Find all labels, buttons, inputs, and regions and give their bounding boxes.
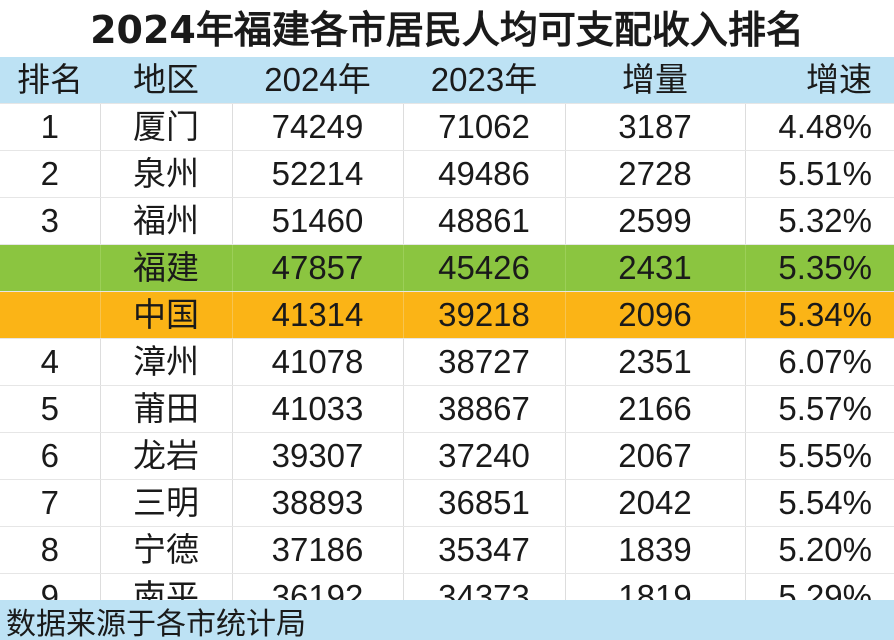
- cell-y2023: 38867: [403, 385, 566, 433]
- cell-y2024: 47857: [232, 244, 404, 292]
- header-increase: 增量: [565, 57, 745, 104]
- cell-y2023: 38727: [403, 338, 566, 386]
- header-region: 地区: [100, 57, 232, 104]
- cell-region: 龙岩: [100, 432, 233, 480]
- cell-region: 福建: [100, 244, 233, 292]
- cell-increase: 2728: [565, 150, 746, 198]
- cell-y2023: 36851: [403, 479, 566, 527]
- cell-region: 宁德: [100, 526, 233, 574]
- table-row: 6 龙岩 39307 37240 2067 5.55%: [0, 432, 894, 480]
- cell-rank: 1: [0, 103, 101, 151]
- cell-region: 福州: [100, 197, 233, 245]
- cell-increase: 1839: [565, 526, 746, 574]
- header-growth: 增速: [745, 57, 894, 104]
- cell-growth: 5.35%: [745, 244, 894, 292]
- cell-rank: 5: [0, 385, 101, 433]
- cell-increase: 3187: [565, 103, 746, 151]
- cell-rank: [0, 291, 101, 339]
- cell-increase: 2599: [565, 197, 746, 245]
- header-2023: 2023年: [403, 57, 565, 104]
- cell-growth: 4.48%: [745, 103, 894, 151]
- cell-rank: 7: [0, 479, 101, 527]
- cell-increase: 2067: [565, 432, 746, 480]
- cell-y2023: 71062: [403, 103, 566, 151]
- table-row: 1 厦门 74249 71062 3187 4.48%: [0, 103, 894, 151]
- cell-rank: 6: [0, 432, 101, 480]
- table-row: 5 莆田 41033 38867 2166 5.57%: [0, 385, 894, 433]
- cell-y2024: 41033: [232, 385, 404, 433]
- cell-y2024: 38893: [232, 479, 404, 527]
- cell-region: 莆田: [100, 385, 233, 433]
- cell-y2024: 74249: [232, 103, 404, 151]
- table-row: 3 福州 51460 48861 2599 5.32%: [0, 197, 894, 245]
- cell-y2024: 41078: [232, 338, 404, 386]
- cell-y2024: 52214: [232, 150, 404, 198]
- cell-growth: 5.55%: [745, 432, 894, 480]
- table-title: 2024年福建各市居民人均可支配收入排名: [90, 8, 804, 52]
- table-row: 福建 47857 45426 2431 5.35%: [0, 244, 894, 292]
- cell-rank: [0, 244, 101, 292]
- cell-y2024: 37186: [232, 526, 404, 574]
- cell-y2023: 45426: [403, 244, 566, 292]
- header-rank: 排名: [0, 57, 100, 104]
- cell-increase: 2042: [565, 479, 746, 527]
- table-row: 2 泉州 52214 49486 2728 5.51%: [0, 150, 894, 198]
- table-row: 中国 41314 39218 2096 5.34%: [0, 291, 894, 339]
- cell-region: 漳州: [100, 338, 233, 386]
- header-row: 排名 地区 2024年 2023年 增量 增速: [0, 57, 894, 104]
- cell-y2024: 41314: [232, 291, 404, 339]
- header-2024: 2024年: [232, 57, 403, 104]
- cell-region: 泉州: [100, 150, 233, 198]
- table-row: 4 漳州 41078 38727 2351 6.07%: [0, 338, 894, 386]
- cell-growth: 5.51%: [745, 150, 894, 198]
- cell-rank: 2: [0, 150, 101, 198]
- cell-rank: 4: [0, 338, 101, 386]
- cell-increase: 2166: [565, 385, 746, 433]
- cell-growth: 5.20%: [745, 526, 894, 574]
- cell-increase: 2431: [565, 244, 746, 292]
- table-row: 7 三明 38893 36851 2042 5.54%: [0, 479, 894, 527]
- cell-growth: 5.54%: [745, 479, 894, 527]
- cell-y2024: 51460: [232, 197, 404, 245]
- cell-y2024: 39307: [232, 432, 404, 480]
- cell-region: 三明: [100, 479, 233, 527]
- cell-y2023: 49486: [403, 150, 566, 198]
- cell-y2023: 39218: [403, 291, 566, 339]
- cell-growth: 5.32%: [745, 197, 894, 245]
- cell-growth: 5.34%: [745, 291, 894, 339]
- cell-y2023: 35347: [403, 526, 566, 574]
- table-row: 8 宁德 37186 35347 1839 5.20%: [0, 526, 894, 574]
- cell-rank: 3: [0, 197, 101, 245]
- cell-increase: 2096: [565, 291, 746, 339]
- cell-region: 中国: [100, 291, 233, 339]
- cell-increase: 2351: [565, 338, 746, 386]
- cell-rank: 8: [0, 526, 101, 574]
- source-note: 数据来源于各市统计局: [0, 600, 894, 640]
- cell-growth: 6.07%: [745, 338, 894, 386]
- cell-growth: 5.57%: [745, 385, 894, 433]
- cell-region: 厦门: [100, 103, 233, 151]
- income-ranking-table: 排名 地区 2024年 2023年 增量 增速 1 厦门 74249 71062 318…: [0, 57, 894, 621]
- cell-y2023: 37240: [403, 432, 566, 480]
- cell-y2023: 48861: [403, 197, 566, 245]
